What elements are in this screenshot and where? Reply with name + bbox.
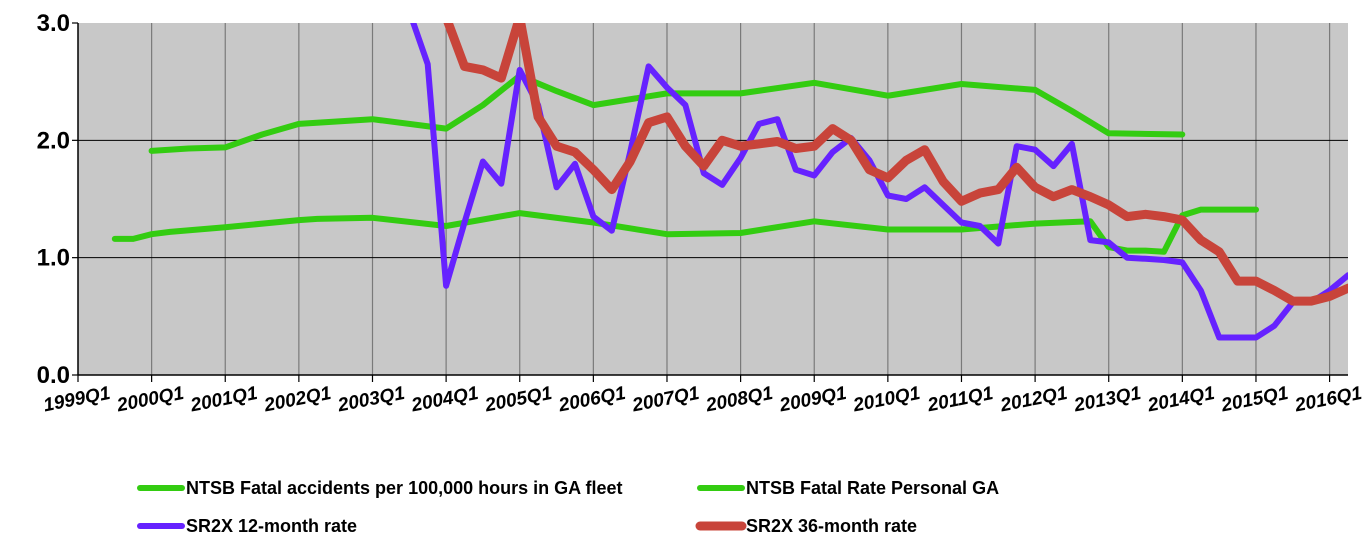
x-tick-label: 2010Q1 xyxy=(851,383,922,417)
y-axis-tick-labels: 0.0 1.0 2.0 3.0 xyxy=(37,10,78,389)
x-tick-label: 2012Q1 xyxy=(998,383,1069,417)
x-tick-label: 2006Q1 xyxy=(556,383,627,417)
y-tick-label: 2.0 xyxy=(37,127,70,154)
x-tick-label: 2009Q1 xyxy=(777,383,848,417)
x-tick-label: 2015Q1 xyxy=(1219,383,1290,417)
legend-entry-2: NTSB Fatal Rate Personal GA xyxy=(697,478,999,498)
plot-area xyxy=(78,23,1348,375)
x-tick-label: 2005Q1 xyxy=(483,383,554,417)
series-line-1 xyxy=(111,206,1259,255)
y-tick-label: 3.0 xyxy=(37,10,70,37)
x-tick-label: 2004Q1 xyxy=(409,383,480,417)
y-tick-label: 1.0 xyxy=(37,245,70,272)
x-tick-label: 2007Q1 xyxy=(630,383,701,417)
series-line-4 xyxy=(443,23,1348,306)
x-axis-tick-labels: 1999Q1 2000Q1 2001Q1 2002Q1 2003Q1 2004Q1 2005… xyxy=(42,375,1363,417)
x-tick-label: 2016Q1 xyxy=(1292,383,1363,417)
x-tick-label: 2003Q1 xyxy=(335,383,406,417)
legend-entry-3: SR2X 12-month rate xyxy=(137,516,357,536)
x-tick-label: 2000Q1 xyxy=(114,383,185,417)
legend-label: SR2X 12-month rate xyxy=(186,516,357,536)
x-tick-label: 2002Q1 xyxy=(262,383,333,417)
legend-label: SR2X 36-month rate xyxy=(746,516,917,536)
legend-entry-4: SR2X 36-month rate xyxy=(695,516,917,536)
x-tick-label: 2008Q1 xyxy=(703,383,774,417)
legend-entry-1: NTSB Fatal accidents per 100,000 hours i… xyxy=(137,478,622,498)
series-lines xyxy=(111,23,1348,341)
series-line-2 xyxy=(148,72,1186,154)
legend-label: NTSB Fatal Rate Personal GA xyxy=(746,478,999,498)
x-tick-label: 2013Q1 xyxy=(1071,383,1142,417)
x-tick-label: 2001Q1 xyxy=(188,383,259,417)
x-tick-label: 2014Q1 xyxy=(1145,383,1216,417)
legend-label: NTSB Fatal accidents per 100,000 hours i… xyxy=(186,478,622,498)
legend: NTSB Fatal accidents per 100,000 hours i… xyxy=(137,478,999,536)
y-tick-label: 0.0 xyxy=(37,362,70,389)
x-tick-label: 2011Q1 xyxy=(925,383,995,416)
